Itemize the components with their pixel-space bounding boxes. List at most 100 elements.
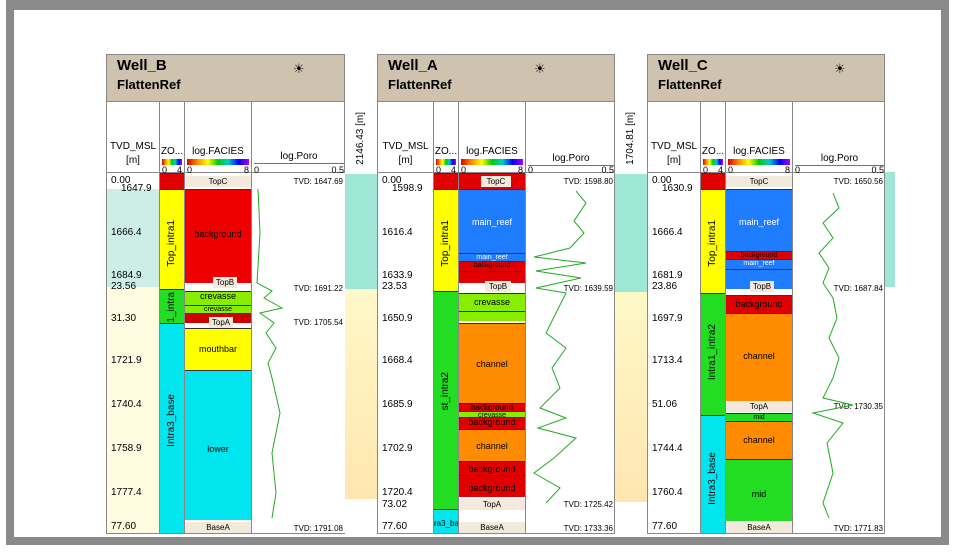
marker-topc[interactable]: TopC xyxy=(726,176,792,187)
marker-topa[interactable]: TopA xyxy=(209,317,233,328)
facies-block[interactable]: main_reef xyxy=(726,189,792,251)
facies-block[interactable]: background xyxy=(726,251,792,259)
zone-name: Intra1_intra2 xyxy=(707,324,718,381)
sun-icon[interactable]: ☀ xyxy=(534,61,546,76)
depth-tick: 1684.9 xyxy=(111,270,142,281)
facies-block[interactable]: channel xyxy=(726,421,792,459)
flatten-depth: 73.02 xyxy=(382,499,408,510)
depth-tick: 1666.4 xyxy=(652,227,683,238)
tvd-unit: [m] xyxy=(667,155,681,166)
facies-block[interactable]: crevasse xyxy=(459,411,525,417)
scale-max: 4 xyxy=(176,165,182,175)
facies-block[interactable]: mid xyxy=(726,459,792,521)
tvd-column-header[interactable]: TVD_MSL [m] xyxy=(378,101,434,173)
scale-min: 0 xyxy=(795,165,801,175)
poro-track[interactable]: TVD: 1647.69 TVD: 1691.22 TVD: 1705.54 T… xyxy=(252,173,346,533)
depth-tick: 1758.9 xyxy=(111,443,142,454)
facies-block[interactable]: background xyxy=(459,261,525,271)
tvd-track[interactable]: 0.00 1598.9 1616.4 1633.9 23.53 1650.9 1… xyxy=(378,173,434,533)
depth-tick: 1681.9 xyxy=(652,270,683,281)
correlation-gap-1[interactable]: 2146.43 [m] xyxy=(345,54,377,534)
facies-block[interactable]: mouthbar xyxy=(185,328,251,370)
facies-column-header[interactable]: log.FACIES 0 8 xyxy=(459,101,526,175)
scale-min: 0 xyxy=(162,165,168,175)
poro-curve xyxy=(533,190,587,504)
facies-track[interactable]: TopC main_reef main_reef background TopB… xyxy=(459,173,526,533)
facies-block[interactable]: main_reef xyxy=(459,253,525,261)
poro-track[interactable]: TVD: 1598.80 TVD: 1639.59 TVD: 1725.42 T… xyxy=(526,173,616,533)
facies-block[interactable]: background xyxy=(459,403,525,411)
facies-block[interactable]: mid xyxy=(726,413,792,421)
facies-block[interactable]: crevasse xyxy=(185,305,251,313)
tvd-column-header[interactable]: TVD_MSL [m] xyxy=(648,101,701,173)
scale-max: 4 xyxy=(717,165,723,175)
zone-track[interactable]: Top_intra1 st_intra2 ra3_ba xyxy=(434,173,459,533)
sun-icon[interactable]: ☀ xyxy=(293,61,305,76)
facies-block[interactable]: channel xyxy=(726,313,792,401)
tvd-track[interactable]: 0.00 1630.9 1666.4 1681.9 23.86 1697.9 1… xyxy=(648,173,701,533)
depth-tick: 1666.4 xyxy=(111,227,142,238)
facies-block[interactable]: channel xyxy=(459,429,525,461)
scale-min: 0 xyxy=(528,165,534,175)
facies-block[interactable]: main_reef xyxy=(459,189,525,253)
depth-tick: 1777.4 xyxy=(111,487,142,498)
zone-colorbar xyxy=(703,159,723,165)
well-header[interactable]: Well_C FlattenRef ☀ xyxy=(648,55,884,102)
marker-topb[interactable]: TopB xyxy=(213,277,237,288)
facies-track[interactable]: TopC background TopB crevasse crevasse T… xyxy=(185,173,252,533)
facies-block[interactable]: background xyxy=(459,475,525,497)
sun-icon[interactable]: ☀ xyxy=(834,61,846,76)
facies-column-header[interactable]: log.FACIES 0 8 xyxy=(185,101,252,175)
well-title: Well_C xyxy=(658,57,708,74)
marker-topa[interactable]: TopA xyxy=(459,499,525,510)
tvd-readout: TVD: 1598.80 xyxy=(563,177,613,186)
flatten-depth: 0.00 xyxy=(111,175,131,186)
facies-track[interactable]: TopC main_reef background main_reef TopB… xyxy=(726,173,793,533)
marker-topa[interactable]: TopA xyxy=(726,401,792,412)
poro-column-header[interactable]: log.Poro 0 0.5 xyxy=(526,101,616,175)
scale-min: 0 xyxy=(254,165,260,175)
marker-topb[interactable]: TopB xyxy=(750,281,774,292)
marker-basea[interactable]: BaseA xyxy=(726,522,792,533)
facies-block[interactable]: crevasse xyxy=(185,291,251,305)
distance-label: 2146.43 [m] xyxy=(355,112,366,165)
scale-min: 0 xyxy=(187,165,193,175)
zone-name: Intra3_base xyxy=(166,394,177,447)
well-header[interactable]: Well_B FlattenRef ☀ xyxy=(107,55,344,102)
scale-max: 0.5 xyxy=(331,165,344,175)
tvd-column-header[interactable]: TVD_MSL [m] xyxy=(107,101,160,173)
poro-column-header[interactable]: log.Poro 0 0.5 xyxy=(252,101,346,175)
facies-block[interactable]: background xyxy=(185,189,251,283)
facies-column-header[interactable]: log.FACIES 0 8 xyxy=(726,101,793,175)
correlation-gap-2[interactable]: 1704.81 [m] xyxy=(615,54,647,534)
facies-block[interactable]: channel xyxy=(459,323,525,403)
marker-topc[interactable]: TopC xyxy=(481,176,511,187)
zone-track[interactable]: Top_intra1 Intra1_intra2 Intra3_base xyxy=(701,173,726,533)
tvd-track[interactable]: 0.00 1647.9 1666.4 1684.9 23.56 31.30 17… xyxy=(107,173,160,533)
poro-track[interactable]: TVD: 1650.56 TVD: 1687.84 TVD: 1730.35 T… xyxy=(793,173,886,533)
poro-curve xyxy=(256,188,284,519)
scale-min: 0 xyxy=(728,165,734,175)
facies-block[interactable]: main_reef xyxy=(726,259,792,269)
facies-block[interactable]: crevasse xyxy=(459,293,525,311)
well-subtitle: FlattenRef xyxy=(117,77,181,92)
facies-block[interactable]: background xyxy=(459,461,525,475)
marker-topb[interactable]: TopB xyxy=(485,281,511,292)
marker-topc[interactable]: TopC xyxy=(185,176,251,187)
marker-basea[interactable]: BaseA xyxy=(185,522,251,533)
marker-basea[interactable]: BaseA xyxy=(459,522,525,533)
well-header[interactable]: Well_A FlattenRef ☀ xyxy=(378,55,614,102)
depth-tick: 1598.9 xyxy=(392,183,423,194)
poro-column-header[interactable]: log.Poro 0 0.5 xyxy=(793,101,886,175)
facies-block[interactable]: background xyxy=(459,417,525,429)
facies-block[interactable]: background xyxy=(726,295,792,313)
depth-tick: 1616.4 xyxy=(382,227,413,238)
zone-track[interactable]: Top_intra1 ra1_intra Intra3_base xyxy=(160,173,185,533)
facies-block[interactable]: lower xyxy=(185,370,251,520)
